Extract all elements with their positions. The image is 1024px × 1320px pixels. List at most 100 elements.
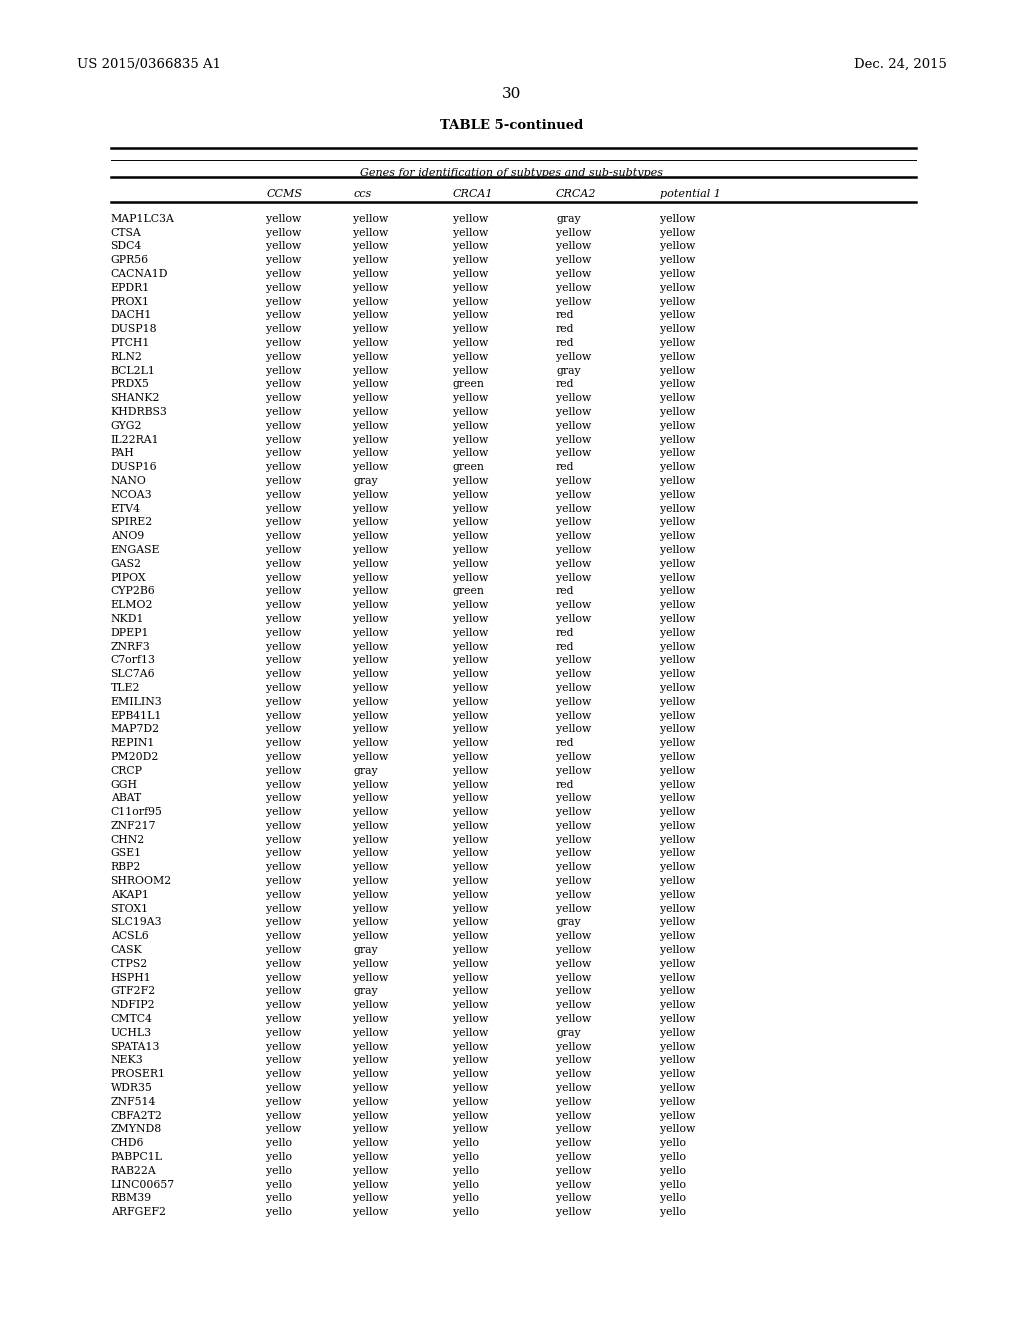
Text: KHDRBS3: KHDRBS3 [111,407,168,417]
Text: PROX1: PROX1 [111,297,150,306]
Text: yellow: yellow [266,338,301,348]
Text: yellow: yellow [453,793,487,804]
Text: EPDR1: EPDR1 [111,282,150,293]
Text: yellow: yellow [353,379,388,389]
Text: yellow: yellow [266,407,301,417]
Text: yellow: yellow [660,503,695,513]
Text: yello: yello [453,1180,478,1189]
Text: yellow: yellow [556,862,591,873]
Text: SLC19A3: SLC19A3 [111,917,162,928]
Text: yellow: yellow [353,1193,388,1204]
Text: yellow: yellow [353,282,388,293]
Text: yello: yello [660,1138,686,1148]
Text: yellow: yellow [453,1001,487,1010]
Text: gray: gray [556,917,581,928]
Text: CRCA2: CRCA2 [556,189,597,199]
Text: yellow: yellow [353,890,388,900]
Text: yellow: yellow [660,325,695,334]
Text: yellow: yellow [353,421,388,430]
Text: yellow: yellow [556,242,591,251]
Text: yellow: yellow [453,1082,487,1093]
Text: yellow: yellow [660,477,695,486]
Text: yellow: yellow [353,849,388,858]
Text: yellow: yellow [266,669,301,678]
Text: yellow: yellow [266,503,301,513]
Text: red: red [556,310,574,321]
Text: gray: gray [556,214,581,224]
Text: yellow: yellow [266,986,301,997]
Text: PROSER1: PROSER1 [111,1069,166,1080]
Text: yellow: yellow [556,269,591,279]
Text: yellow: yellow [660,1056,695,1065]
Text: yellow: yellow [556,517,591,528]
Text: yellow: yellow [266,1125,301,1134]
Text: Dec. 24, 2015: Dec. 24, 2015 [854,58,947,71]
Text: ETV4: ETV4 [111,503,140,513]
Text: yellow: yellow [660,310,695,321]
Text: yellow: yellow [556,752,591,762]
Text: yellow: yellow [660,214,695,224]
Text: yello: yello [660,1208,686,1217]
Text: yellow: yellow [453,986,487,997]
Text: yellow: yellow [266,655,301,665]
Text: yellow: yellow [453,973,487,982]
Text: yellow: yellow [660,766,695,776]
Text: yellow: yellow [353,338,388,348]
Text: PTCH1: PTCH1 [111,338,150,348]
Text: yellow: yellow [660,876,695,886]
Text: yellow: yellow [353,1001,388,1010]
Text: red: red [556,780,574,789]
Text: yellow: yellow [266,477,301,486]
Text: yellow: yellow [453,338,487,348]
Text: yellow: yellow [453,601,487,610]
Text: UCHL3: UCHL3 [111,1028,152,1038]
Text: EPB41L1: EPB41L1 [111,710,162,721]
Text: yellow: yellow [556,1193,591,1204]
Text: red: red [556,325,574,334]
Text: red: red [556,338,574,348]
Text: yellow: yellow [453,1110,487,1121]
Text: yellow: yellow [556,876,591,886]
Text: yellow: yellow [660,725,695,734]
Text: yellow: yellow [660,958,695,969]
Text: yellow: yellow [353,1028,388,1038]
Text: yello: yello [453,1152,478,1162]
Text: yellow: yellow [353,655,388,665]
Text: yello: yello [266,1208,292,1217]
Text: yellow: yellow [453,517,487,528]
Text: yellow: yellow [556,821,591,830]
Text: yellow: yellow [453,655,487,665]
Text: ELMO2: ELMO2 [111,601,154,610]
Text: yellow: yellow [660,379,695,389]
Text: ABAT: ABAT [111,793,141,804]
Text: DPEP1: DPEP1 [111,628,150,638]
Text: yellow: yellow [353,214,388,224]
Text: yellow: yellow [556,834,591,845]
Text: CHN2: CHN2 [111,834,144,845]
Text: yellow: yellow [453,834,487,845]
Text: red: red [556,379,574,389]
Text: yellow: yellow [660,282,695,293]
Text: gray: gray [353,477,378,486]
Text: NCOA3: NCOA3 [111,490,153,500]
Text: yellow: yellow [353,834,388,845]
Text: yellow: yellow [556,890,591,900]
Text: yellow: yellow [660,352,695,362]
Text: yellow: yellow [660,642,695,652]
Text: RAB22A: RAB22A [111,1166,157,1176]
Text: yellow: yellow [453,628,487,638]
Text: yellow: yellow [353,393,388,403]
Text: yellow: yellow [353,1152,388,1162]
Text: yellow: yellow [266,449,301,458]
Text: yellow: yellow [556,958,591,969]
Text: yellow: yellow [353,462,388,473]
Text: yellow: yellow [453,697,487,706]
Text: SDC4: SDC4 [111,242,142,251]
Text: ccs: ccs [353,189,372,199]
Text: yellow: yellow [660,1082,695,1093]
Text: yellow: yellow [266,379,301,389]
Text: yellow: yellow [353,614,388,624]
Text: yellow: yellow [453,932,487,941]
Text: yello: yello [660,1166,686,1176]
Text: yellow: yellow [353,932,388,941]
